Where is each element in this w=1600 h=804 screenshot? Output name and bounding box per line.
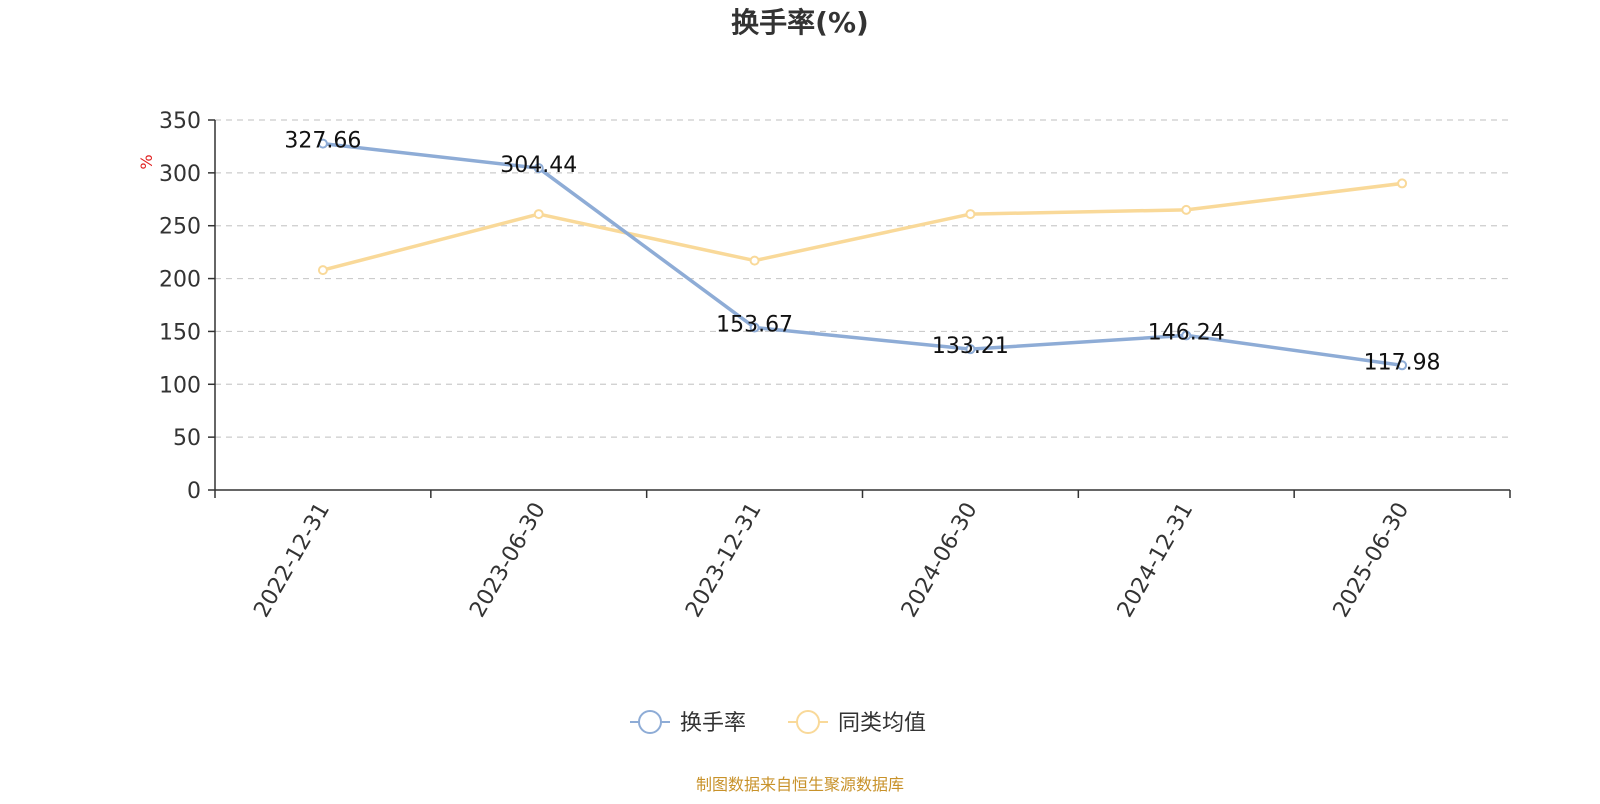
legend-circle-icon: [638, 710, 662, 734]
y-tick-label: 0: [187, 479, 201, 504]
data-point[interactable]: [965, 344, 976, 355]
data-point[interactable]: [1181, 330, 1192, 341]
legend-circle-icon: [796, 710, 820, 734]
y-tick-label: 100: [159, 373, 201, 398]
data-point[interactable]: [533, 163, 544, 174]
x-tick-label: 2024-12-31: [1113, 499, 1199, 622]
y-tick-label: 350: [159, 109, 201, 134]
data-label: 133.21: [932, 334, 1009, 359]
legend-item-1[interactable]: 同类均值: [788, 710, 926, 736]
legend-label: 换手率: [680, 711, 746, 736]
data-point[interactable]: [1397, 178, 1408, 189]
data-point[interactable]: [317, 138, 328, 149]
y-tick-label: 250: [159, 215, 201, 240]
legend[interactable]: 换手率 同类均值: [630, 710, 926, 736]
data-labels: 327.66 304.44 153.67 133.21 146.24 117.98: [284, 129, 1440, 376]
data-label: 304.44: [500, 153, 577, 178]
x-tick-label: 2023-12-31: [681, 499, 767, 622]
y-tick-label: 200: [159, 268, 201, 293]
data-label: 327.66: [284, 129, 361, 154]
y-tick-label: 50: [173, 426, 201, 451]
data-point[interactable]: [317, 265, 328, 276]
data-source-note: 制图数据来自恒生聚源数据库: [696, 775, 904, 794]
data-label: 146.24: [1148, 320, 1225, 345]
x-tick-label: 2024-06-30: [897, 499, 983, 622]
x-tick-label: 2022-12-31: [249, 499, 335, 622]
data-point[interactable]: [965, 209, 976, 220]
data-point[interactable]: [1181, 204, 1192, 215]
data-point[interactable]: [1397, 360, 1408, 371]
data-point[interactable]: [749, 255, 760, 266]
x-tick-label: 2025-06-30: [1329, 499, 1415, 622]
y-axis-unit-label: %: [137, 154, 156, 169]
series-line-1: [322, 181, 1403, 272]
legend-item-0[interactable]: 换手率: [630, 710, 746, 736]
data-label: 153.67: [716, 313, 793, 338]
x-tick-label: 2023-06-30: [465, 499, 551, 622]
series-lines: [317, 138, 1408, 371]
data-point[interactable]: [533, 209, 544, 220]
chart-title: 换手率(%): [731, 6, 869, 39]
axes: 0 50 100 150 200 250 300 350 2022-12-31 2023-06-3…: [159, 109, 1511, 622]
series-line-0: [322, 141, 1403, 368]
grid-lines: [215, 119, 1510, 438]
legend-label: 同类均值: [838, 711, 926, 736]
y-tick-label: 300: [159, 162, 201, 187]
data-label: 117.98: [1364, 350, 1441, 375]
y-tick-label: 150: [159, 320, 201, 345]
data-point[interactable]: [749, 322, 760, 333]
